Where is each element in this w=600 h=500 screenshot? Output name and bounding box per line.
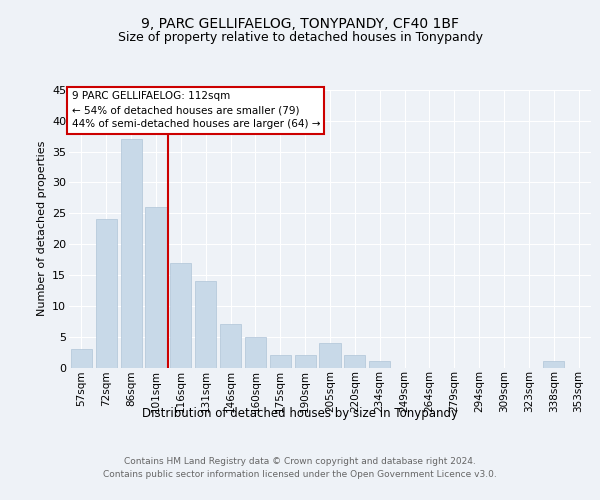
Text: Size of property relative to detached houses in Tonypandy: Size of property relative to detached ho… [118, 31, 482, 44]
Text: 9 PARC GELLIFAELOG: 112sqm
← 54% of detached houses are smaller (79)
44% of semi: 9 PARC GELLIFAELOG: 112sqm ← 54% of deta… [71, 92, 320, 130]
Bar [195, 281, 216, 368]
Bar [543, 362, 564, 368]
Bar [344, 355, 365, 368]
Text: Contains HM Land Registry data © Crown copyright and database right 2024.
Contai: Contains HM Land Registry data © Crown c… [103, 458, 497, 479]
Y-axis label: Number of detached properties: Number of detached properties [37, 141, 47, 316]
Bar [369, 362, 390, 368]
Bar [220, 324, 241, 368]
Bar [71, 349, 92, 368]
Bar [121, 140, 142, 368]
Bar [145, 207, 167, 368]
Bar [245, 336, 266, 368]
Bar [270, 355, 291, 368]
Bar [295, 355, 316, 368]
Bar [170, 262, 191, 368]
Text: 9, PARC GELLIFAELOG, TONYPANDY, CF40 1BF: 9, PARC GELLIFAELOG, TONYPANDY, CF40 1BF [141, 18, 459, 32]
Bar [319, 343, 341, 367]
Bar [96, 220, 117, 368]
Text: Distribution of detached houses by size in Tonypandy: Distribution of detached houses by size … [142, 408, 458, 420]
